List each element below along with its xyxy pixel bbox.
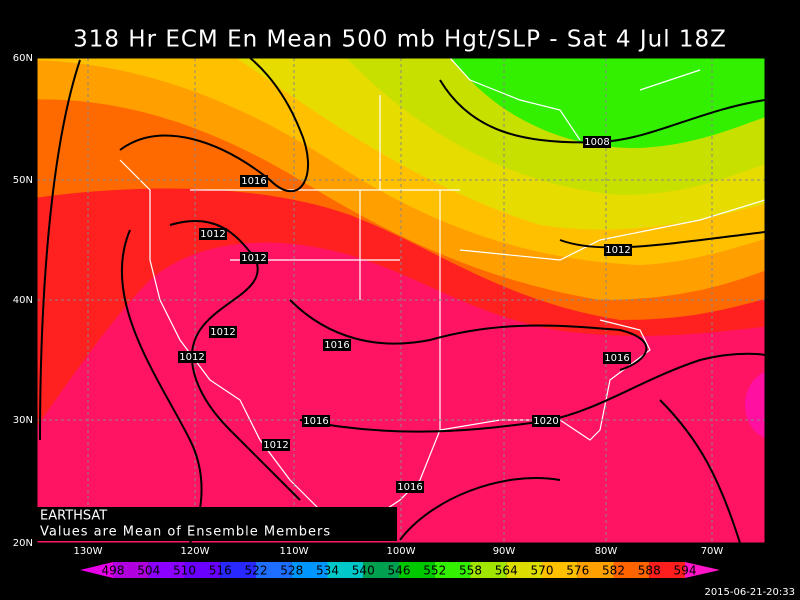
colorbar-cell (399, 562, 435, 578)
isobar-label-box (532, 415, 560, 427)
isobar-label-box (240, 252, 268, 264)
colorbar-label: 570 (531, 564, 554, 578)
isobar-label-box (240, 175, 268, 187)
colorbar-label: 528 (280, 564, 303, 578)
isobar-label: 1008 (584, 137, 609, 148)
lat-label: 50N (13, 175, 33, 186)
colorbar-cell (220, 562, 256, 578)
colorbar: 498 504 510 516 522 528 534 540 546 552 558 564 570 5… (80, 562, 720, 578)
colorbar-cell (613, 562, 650, 578)
isobar-label: 1016 (397, 482, 422, 493)
lat-label: 30N (13, 415, 33, 426)
isobar-label: 1012 (200, 229, 225, 240)
colorbar-cell (685, 562, 720, 578)
timestamp: 2015-06-21-20:33 (704, 587, 795, 598)
isobar-label-box (209, 326, 237, 338)
colorbar-label: 558 (459, 564, 482, 578)
isobars (39, 58, 765, 543)
colorbar-cell (577, 562, 614, 578)
lon-label: 90W (493, 546, 516, 557)
colorbar-label: 498 (102, 564, 125, 578)
isobar-label-box (396, 481, 424, 493)
colorbar-cell (327, 562, 364, 578)
colorbar-label: 504 (137, 564, 160, 578)
isobar-label: 1012 (241, 253, 266, 264)
colorbar-cell (184, 562, 221, 578)
colorbar-label: 546 (388, 564, 411, 578)
isobar-label: 1012 (263, 440, 288, 451)
colorbar-cell (470, 562, 507, 578)
colorbar-label: 564 (495, 564, 518, 578)
isobar-label-box (604, 244, 632, 256)
isobar-label: 1016 (604, 353, 629, 364)
isobar-label-box (178, 351, 206, 363)
lat-labels: 60N 50N 40N 30N 20N (13, 53, 33, 549)
colorbar-label: 576 (566, 564, 589, 578)
colorbar-label: 522 (245, 564, 268, 578)
colorbar-label: 582 (602, 564, 625, 578)
colorbar-label: 552 (423, 564, 446, 578)
title: 318 Hr ECM En Mean 500 mb Hgt/SLP - Sat … (73, 27, 727, 53)
colorbar-label: 594 (674, 564, 697, 578)
isobar-label-box (323, 339, 351, 351)
lon-label: 80W (595, 546, 618, 557)
colorbar-cell (113, 562, 149, 578)
lat-label: 20N (13, 538, 33, 549)
colorbar-cell (506, 562, 542, 578)
colorbar-cell (542, 562, 578, 578)
note-box (37, 507, 397, 541)
isobar-label-box (302, 415, 330, 427)
colorbar-label: 516 (209, 564, 232, 578)
colorbar-label: 534 (316, 564, 339, 578)
colorbar-label: 588 (638, 564, 661, 578)
isobar-label: 1012 (605, 245, 630, 256)
lon-label: 70W (701, 546, 724, 557)
isobar-label-box (583, 136, 611, 148)
note: Values are Mean of Ensemble Members (40, 525, 331, 540)
isobar-label: 1020 (533, 416, 558, 427)
lon-label: 110W (280, 546, 309, 557)
map (37, 58, 765, 543)
lon-label: 130W (74, 546, 103, 557)
isobar-label: 1016 (303, 416, 328, 427)
graticule (37, 58, 765, 543)
colorbar-cell (80, 562, 113, 578)
lon-label: 120W (181, 546, 210, 557)
band (745, 372, 765, 438)
colorbar-cell (363, 562, 399, 578)
colorbar-cell (256, 562, 292, 578)
isobar-label-box (262, 439, 290, 451)
isobar-label-box (199, 228, 227, 240)
isobar-labels: 1008 1016 1012 1012 1012 1012 1016 1012 1016 1016… (178, 136, 632, 493)
isobar-label: 1012 (210, 327, 235, 338)
colorbar-label: 510 (173, 564, 196, 578)
lat-label: 40N (13, 295, 33, 306)
source: EARTHSAT (40, 509, 107, 524)
colorbar-cell (148, 562, 185, 578)
isobar-label-box (603, 352, 631, 364)
colorbar-cell (291, 562, 328, 578)
colorbar-label: 540 (352, 564, 375, 578)
colorbar-cell (434, 562, 471, 578)
isobar-label: 1016 (324, 340, 349, 351)
map-frame (36, 57, 766, 544)
lon-label: 100W (387, 546, 416, 557)
band (37, 242, 765, 543)
isobar-label: 1016 (241, 176, 266, 187)
colorbar-cell (649, 562, 685, 578)
lat-label: 60N (13, 53, 33, 64)
isobar-label: 1012 (179, 352, 204, 363)
lon-labels: 130W 120W 110W 100W 90W 80W 70W (74, 546, 724, 557)
